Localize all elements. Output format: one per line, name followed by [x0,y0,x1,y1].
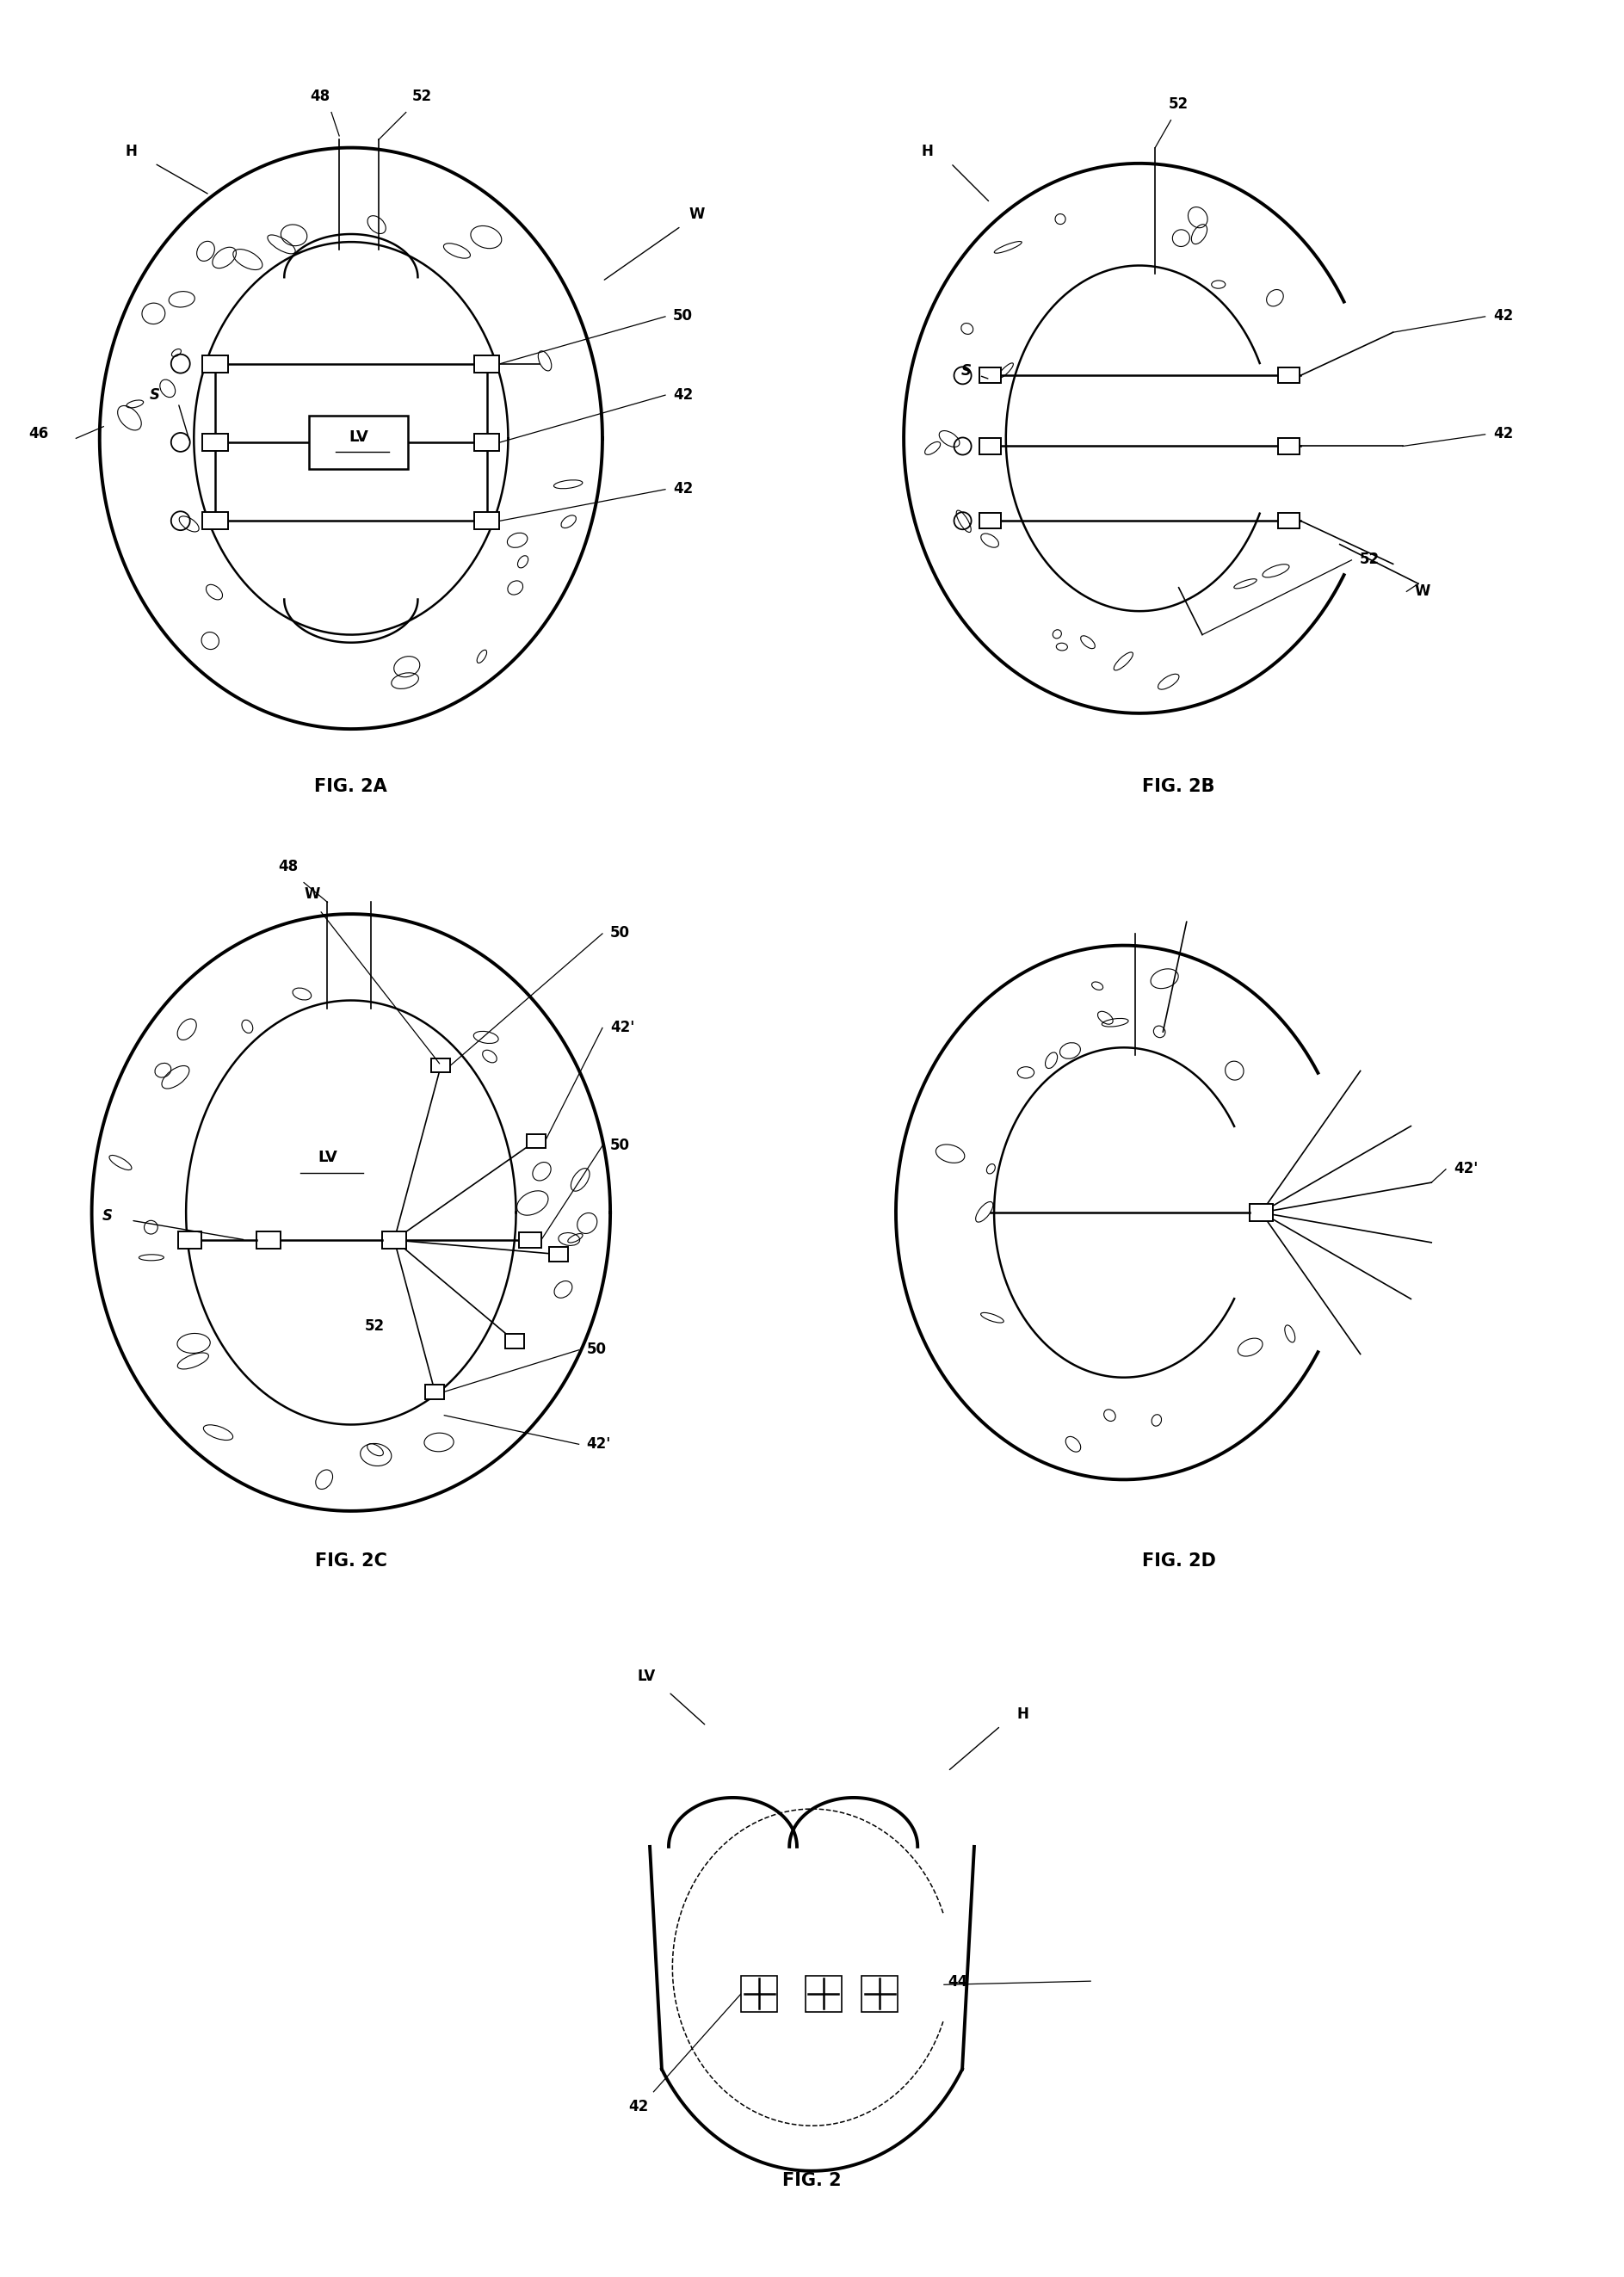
Bar [203,355,227,373]
Bar [979,367,1000,383]
Bar [425,1384,445,1398]
Bar [203,512,227,531]
Bar [474,512,500,531]
Text: S: S [961,364,971,378]
Text: LV: LV [349,430,369,446]
Text: 42: 42 [672,480,693,496]
Text: 42: 42 [1492,307,1514,323]
Text: 42': 42' [1453,1161,1478,1177]
Text: 42': 42' [586,1437,611,1453]
Text: S: S [149,387,159,403]
Text: 50: 50 [611,1138,630,1152]
Text: 48: 48 [310,89,330,105]
Bar [474,433,500,451]
Text: 52: 52 [1359,551,1379,567]
Text: H: H [125,143,136,159]
Bar [1278,437,1299,453]
Text: 52: 52 [412,89,432,105]
Bar [806,1976,841,2013]
Text: 50: 50 [672,307,693,323]
Bar [203,433,227,451]
Text: 50: 50 [611,924,630,940]
Text: 50: 50 [586,1341,606,1357]
Text: 52: 52 [365,1318,385,1334]
Text: S: S [102,1209,112,1223]
Bar [1278,512,1299,528]
Text: 52: 52 [1169,96,1189,112]
Text: 42: 42 [628,2099,648,2113]
Text: FIG. 2B: FIG. 2B [1142,779,1215,795]
Bar [382,1232,406,1248]
Bar [474,355,500,373]
Text: 42': 42' [611,1020,635,1036]
Bar [979,437,1000,453]
Bar [520,1232,541,1248]
Bar [549,1248,568,1261]
Text: FIG. 2D: FIG. 2D [1142,1553,1216,1569]
Bar [1249,1205,1273,1220]
Text: LV: LV [318,1150,338,1166]
FancyBboxPatch shape [309,414,408,469]
Text: W: W [1415,583,1431,599]
Bar [179,1232,201,1248]
Bar [979,512,1000,528]
Bar [741,1976,778,2013]
Bar [862,1976,898,2013]
Text: W: W [689,207,705,221]
Text: W: W [304,886,320,902]
Text: 44: 44 [948,1974,968,1990]
Text: 48: 48 [278,858,299,874]
Text: LV: LV [637,1669,654,1685]
Bar [432,1059,450,1072]
Bar [505,1334,525,1348]
Text: H: H [1017,1705,1030,1721]
Text: 42: 42 [672,387,693,403]
Text: 46: 46 [29,426,49,442]
Bar [526,1134,546,1148]
Bar [257,1232,281,1248]
Text: H: H [921,143,934,159]
Text: FIG. 2A: FIG. 2A [315,779,388,795]
Text: 42: 42 [1492,426,1514,442]
Text: FIG. 2: FIG. 2 [783,2172,841,2190]
Text: FIG. 2C: FIG. 2C [315,1553,387,1569]
Bar [1278,367,1299,383]
